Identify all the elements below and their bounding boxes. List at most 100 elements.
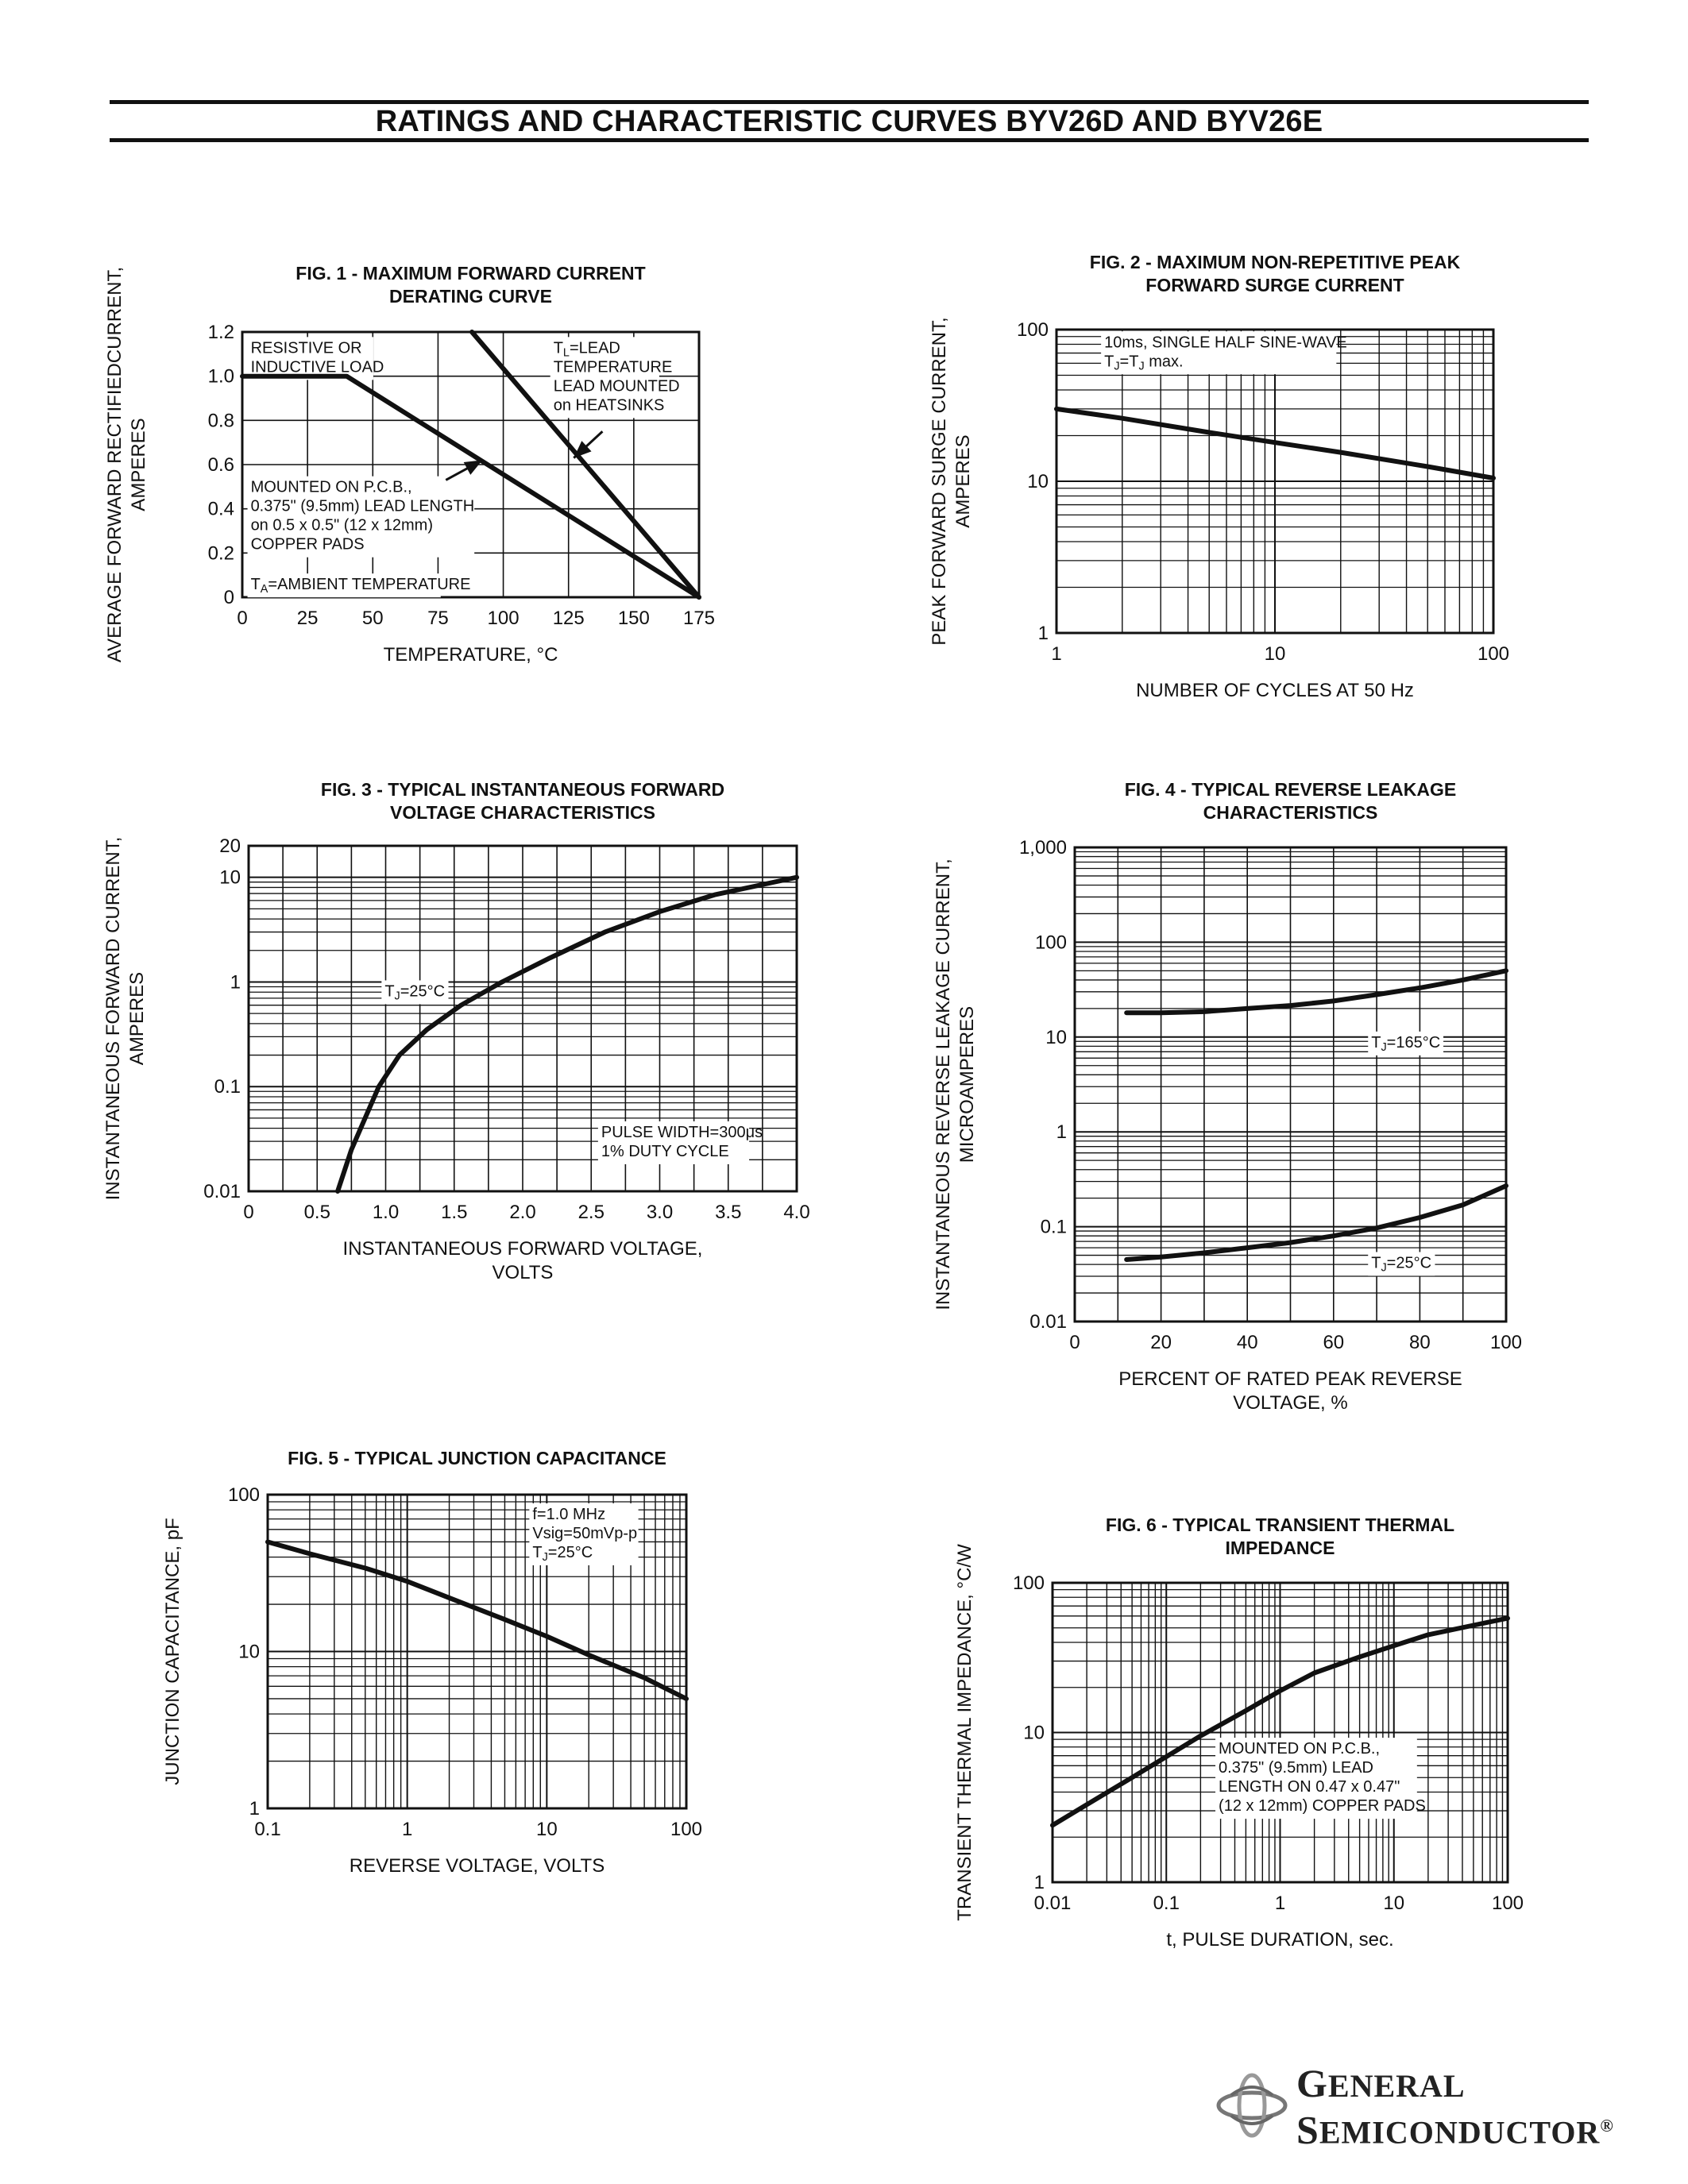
fig1-annotation-text: LEAD MOUNTED bbox=[554, 377, 680, 395]
fig1-y-tick-label: 0.8 bbox=[208, 410, 234, 431]
fig1-y-axis-label: AMPERES bbox=[128, 418, 149, 511]
fig3-x-tick-label: 1.0 bbox=[373, 1202, 399, 1223]
fig5-y-tick-label: 100 bbox=[228, 1484, 260, 1506]
fig3-y-axis-label: AMPERES bbox=[126, 972, 148, 1065]
fig2-x-tick-label: 100 bbox=[1477, 643, 1509, 665]
fig4-y-tick-label: 100 bbox=[1035, 932, 1067, 953]
fig4-y-tick-label: 0.01 bbox=[1029, 1311, 1067, 1333]
fig4-title: FIG. 4 - TYPICAL REVERSE LEAKAGE bbox=[1125, 779, 1456, 800]
fig3-y-tick-label: 0.1 bbox=[214, 1076, 241, 1098]
fig5-y-tick-label: 1 bbox=[249, 1798, 260, 1819]
fig6-chart: MOUNTED ON P.C.B.,0.375" (9.5mm) LEADLEN… bbox=[954, 1515, 1524, 1951]
fig3-annotation-text: TJ=25°C bbox=[384, 982, 445, 1002]
fig1-x-tick-label: 25 bbox=[297, 608, 319, 629]
fig2-series-0-line bbox=[1054, 406, 1496, 480]
fig3-y-tick-label: 20 bbox=[219, 835, 241, 857]
brand-logo-block: GENERAL SEMICONDUCTOR® bbox=[1214, 2057, 1613, 2152]
fig4-x-tick-label: 0 bbox=[1069, 1332, 1080, 1353]
fig1-title: DERATING CURVE bbox=[389, 286, 552, 307]
brand-initial-1: G bbox=[1296, 2061, 1328, 2105]
fig4-annotation-0: TJ=165°C bbox=[1368, 1031, 1444, 1055]
fig2-x-tick-label: 10 bbox=[1265, 643, 1286, 665]
fig2-chart: 10ms, SINGLE HALF SINE-WAVE TJ=TJ max. 1 10… bbox=[929, 252, 1509, 701]
fig4-x-axis-label: VOLTAGE, % bbox=[1233, 1392, 1347, 1414]
general-semiconductor-logo-icon bbox=[1216, 2073, 1288, 2138]
fig1-annotation-3: TA=AMBIENT TEMPERATURE bbox=[247, 573, 471, 598]
fig1-y-tick-label: 0.2 bbox=[208, 542, 234, 564]
fig5-x-tick-label: 10 bbox=[536, 1819, 558, 1840]
fig3-x-axis-label: INSTANTANEOUS FORWARD VOLTAGE, bbox=[343, 1238, 703, 1260]
fig1-annotation-text: TL=LEAD bbox=[554, 339, 620, 359]
fig1-title: FIG. 1 - MAXIMUM FORWARD CURRENT bbox=[295, 263, 645, 284]
fig3-title: FIG. 3 - TYPICAL INSTANTANEOUS FORWARD bbox=[321, 779, 724, 800]
fig6-y-tick-label: 1 bbox=[1034, 1872, 1045, 1893]
registered-mark: ® bbox=[1600, 2116, 1614, 2136]
fig3-annotation-text: 1% DUTY CYCLE bbox=[601, 1143, 729, 1160]
fig1-annotation-text: on HEATSINKS bbox=[554, 396, 665, 414]
fig1-y-tick-label: 1.0 bbox=[208, 366, 234, 388]
fig4-x-tick-label: 40 bbox=[1237, 1332, 1258, 1353]
fig4-x-tick-label: 80 bbox=[1409, 1332, 1431, 1353]
fig4-chart: TJ=165°C TJ=25°C 0 20 40 60 80 100 0.01 0.1 1 10 100… bbox=[933, 779, 1522, 1414]
fig5-annotation-text: TJ=25°C bbox=[532, 1544, 593, 1564]
fig5-title: FIG. 5 - TYPICAL JUNCTION CAPACITANCE bbox=[288, 1448, 666, 1468]
fig2-y-tick-label: 10 bbox=[1027, 471, 1049, 492]
fig3-frame bbox=[247, 844, 798, 1193]
fig3-series-0-line bbox=[335, 874, 799, 1194]
fig3-annotation-text: PULSE WIDTH=300μs bbox=[601, 1124, 763, 1141]
fig6-annotation-text: 0.375" (9.5mm) LEAD bbox=[1219, 1759, 1373, 1777]
fig3-x-tick-label: 0 bbox=[243, 1202, 253, 1223]
fig2-title: FORWARD SURGE CURRENT bbox=[1145, 275, 1404, 295]
fig5-y-axis-label: JUNCTION CAPACITANCE, pF bbox=[162, 1518, 183, 1785]
fig1-annotation-text: INDUCTIVE LOAD bbox=[251, 358, 384, 376]
fig2-annotation-text: TJ=TJ max. bbox=[1104, 353, 1183, 372]
brand-initial-2: S bbox=[1296, 2107, 1319, 2152]
fig4-y-tick-label: 0.1 bbox=[1041, 1217, 1067, 1238]
fig3-annotation-1: PULSE WIDTH=300μs 1% DUTY CYCLE bbox=[597, 1121, 763, 1164]
fig2-title: FIG. 2 - MAXIMUM NON-REPETITIVE PEAK bbox=[1090, 252, 1461, 272]
fig6-frame bbox=[1051, 1581, 1509, 1884]
fig2-x-axis-label: NUMBER OF CYCLES AT 50 Hz bbox=[1136, 680, 1414, 701]
fig4-annotation-text: TJ=25°C bbox=[1371, 1255, 1431, 1275]
fig6-x-tick-label: 0.1 bbox=[1153, 1893, 1180, 1914]
fig3-x-axis-label: VOLTS bbox=[492, 1262, 554, 1283]
fig4-x-tick-label: 100 bbox=[1490, 1332, 1522, 1353]
fig1-x-tick-label: 75 bbox=[427, 608, 449, 629]
fig1-x-tick-label: 125 bbox=[553, 608, 585, 629]
fig6-annotation-0: MOUNTED ON P.C.B.,0.375" (9.5mm) LEADLEN… bbox=[1215, 1738, 1426, 1819]
fig4-annotation-text: TJ=165°C bbox=[1371, 1034, 1440, 1054]
fig3-x-tick-label: 0.5 bbox=[304, 1202, 330, 1223]
fig5-annotation-0: f=1.0 MHz Vsig=50mVp-p TJ=25°C bbox=[529, 1503, 639, 1565]
fig3-x-tick-label: 3.0 bbox=[647, 1202, 673, 1223]
fig2-grid bbox=[1056, 330, 1493, 634]
fig4-y-axis-label: INSTANTANEOUS REVERSE LEAKAGE CURRENT, bbox=[933, 859, 954, 1310]
brand-rest-1: ENERAL bbox=[1327, 2068, 1466, 2104]
fig2-annotation-text: 10ms, SINGLE HALF SINE-WAVE bbox=[1104, 334, 1347, 351]
fig2-frame bbox=[1055, 328, 1495, 635]
fig3-x-tick-label: 2.0 bbox=[509, 1202, 535, 1223]
fig4-x-tick-label: 60 bbox=[1323, 1332, 1344, 1353]
fig1-x-tick-label: 100 bbox=[488, 608, 520, 629]
fig1-y-tick-label: 0.4 bbox=[208, 499, 234, 520]
fig6-grid bbox=[1052, 1583, 1508, 1883]
fig4-series-0-line bbox=[1124, 968, 1508, 1016]
fig3-x-tick-label: 4.0 bbox=[783, 1202, 809, 1223]
fig4-x-tick-label: 20 bbox=[1150, 1332, 1172, 1353]
fig4-title: CHARACTERISTICS bbox=[1203, 802, 1378, 823]
fig1-annotation-text: TA=AMBIENT TEMPERATURE bbox=[251, 576, 471, 596]
fig5-frame bbox=[266, 1493, 688, 1810]
fig3-annotation-0: TJ=25°C bbox=[381, 980, 449, 1005]
brand-name: GENERAL SEMICONDUCTOR® bbox=[1296, 2063, 1614, 2152]
fig2-y-tick-label: 1 bbox=[1038, 623, 1049, 644]
fig6-annotation-text: MOUNTED ON P.C.B., bbox=[1219, 1740, 1380, 1758]
fig6-title: IMPEDANCE bbox=[1225, 1538, 1335, 1558]
fig6-x-tick-label: 10 bbox=[1383, 1893, 1404, 1914]
fig5-x-axis-label: REVERSE VOLTAGE, VOLTS bbox=[350, 1855, 605, 1877]
fig1-x-tick-label: 150 bbox=[618, 608, 650, 629]
fig1-annotation-text: TEMPERATURE bbox=[554, 358, 673, 376]
fig4-x-axis-label: PERCENT OF RATED PEAK REVERSE bbox=[1118, 1368, 1462, 1390]
fig2-y-tick-label: 100 bbox=[1017, 319, 1049, 341]
fig4-y-tick-label: 10 bbox=[1045, 1027, 1067, 1048]
